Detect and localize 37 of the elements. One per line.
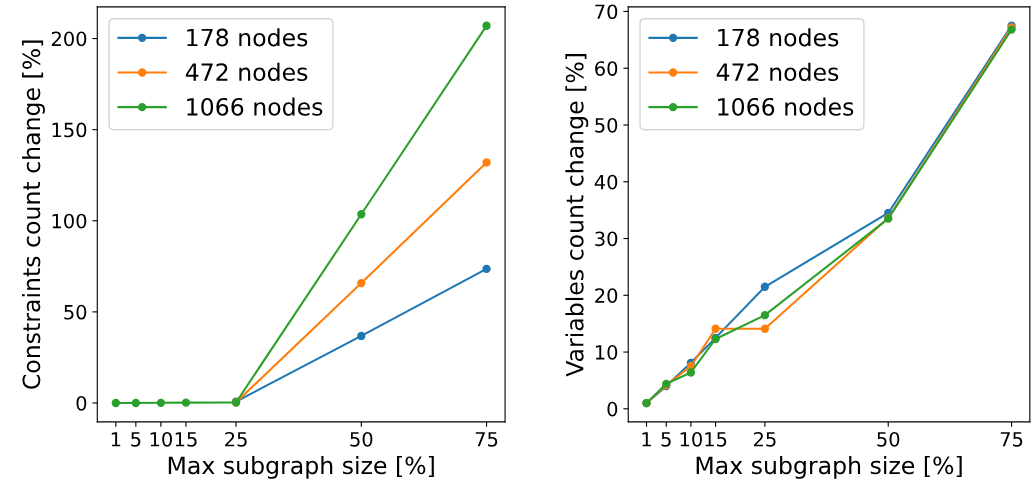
y-tick-label: 10: [595, 345, 618, 360]
y-axis-title: Constraints count change [%]: [22, 40, 45, 389]
x-tick-label: 10: [680, 431, 702, 447]
y-tick-label: 0: [76, 395, 87, 411]
x-tick-label: 50: [877, 431, 900, 447]
x-tick-label: 50: [350, 431, 373, 447]
y-tick-label: 50: [595, 117, 618, 133]
x-tick-label: 5: [661, 432, 671, 447]
y-tick-label: 40: [594, 174, 618, 190]
legend-label: 1066 nodes: [718, 97, 854, 116]
x-axis-title: Max subgraph size [%]: [696, 455, 962, 479]
x-tick-label: 15: [175, 432, 197, 447]
legend-label: 472 nodes: [185, 62, 308, 82]
x-tick-label: 5: [131, 432, 141, 447]
x-tick-label: 75: [475, 432, 498, 447]
y-tick-label: 20: [595, 288, 618, 303]
x-tick-label: 1: [111, 432, 121, 447]
y-tick-label: 100: [52, 213, 87, 229]
y-tick-label: 150: [52, 122, 87, 138]
legend-label: 178 nodes: [187, 28, 308, 47]
y-tick-label: 50: [64, 304, 87, 320]
legend-label: 472 nodes: [716, 62, 839, 82]
x-tick-label: 15: [705, 432, 727, 447]
legend-label: 1066 nodes: [187, 97, 323, 116]
y-tick-label: 70: [595, 4, 618, 20]
y-tick-label: 30: [595, 231, 618, 247]
legend-label: 178 nodes: [718, 28, 839, 47]
x-tick-label: 1: [642, 432, 651, 447]
x-tick-label: 25: [225, 431, 247, 447]
y-tick-label: 200: [51, 31, 87, 47]
x-tick-label: 75: [1000, 432, 1023, 447]
x-tick-label: 25: [753, 431, 776, 447]
y-axis-title: Variables count change [%]: [565, 54, 589, 377]
x-axis-title: Max subgraph size [%]: [168, 455, 434, 479]
x-tick-label: 10: [150, 431, 172, 447]
y-tick-label: 60: [595, 61, 618, 76]
y-tick-label: 0: [607, 401, 618, 417]
